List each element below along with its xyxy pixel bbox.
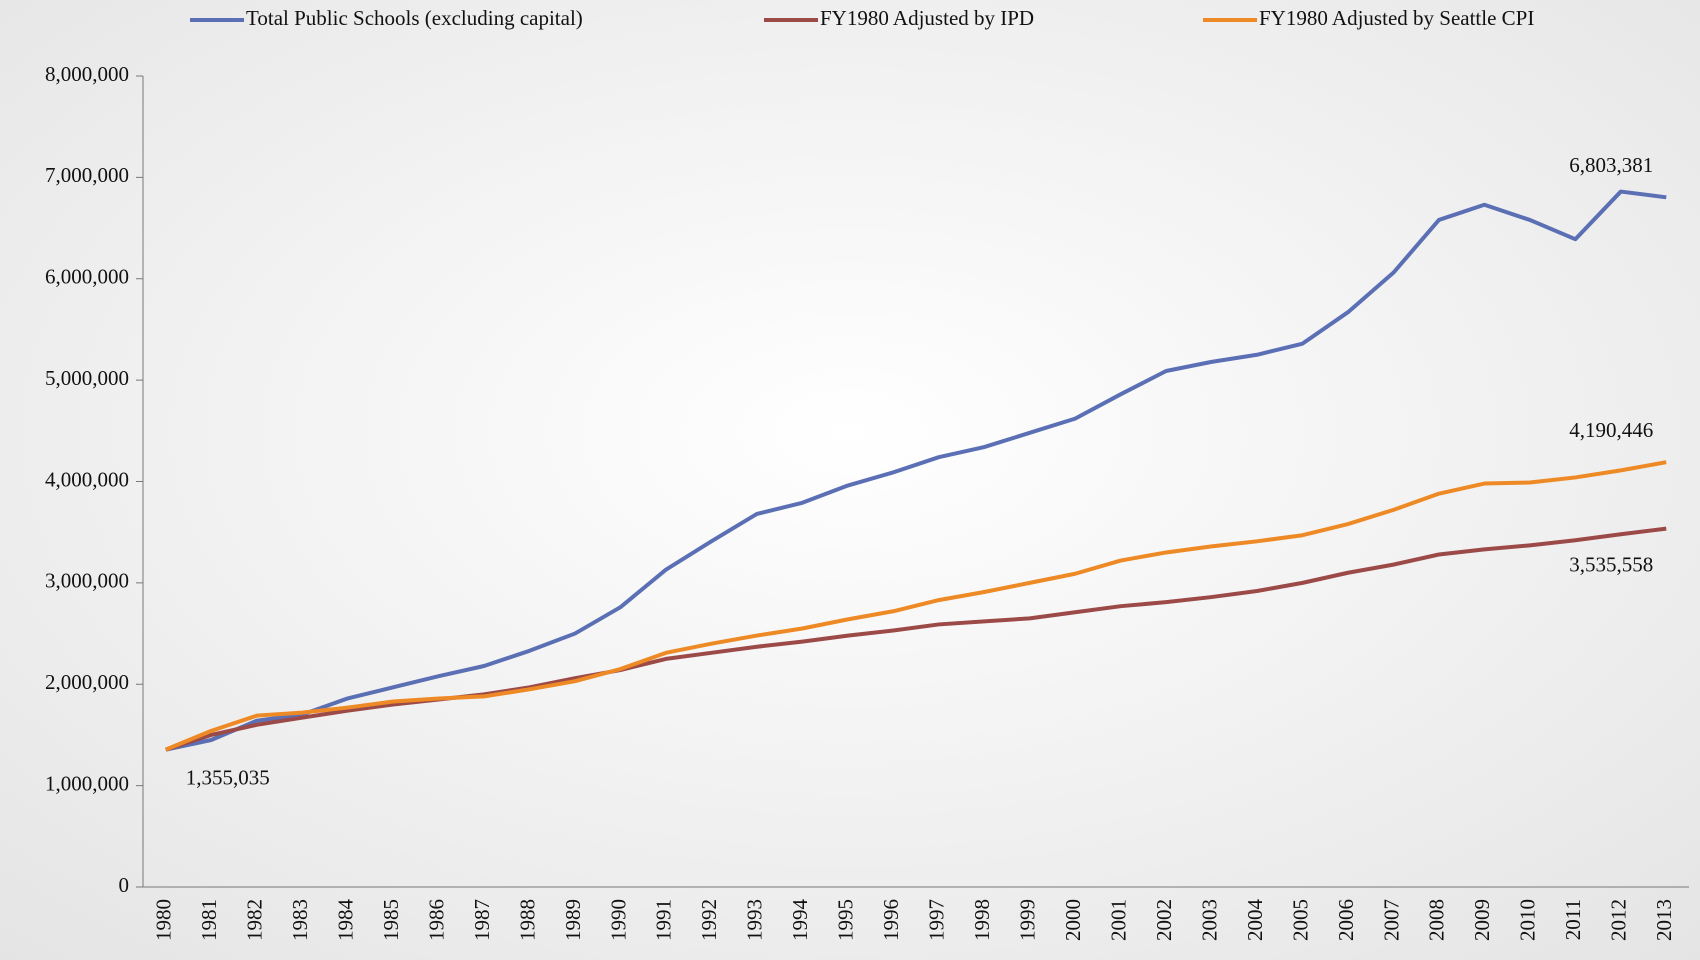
x-tick-label: 1989 [561,899,585,941]
x-tick-label: 1993 [743,899,767,941]
x-tick-label: 2009 [1470,899,1494,941]
x-tick-label: 1982 [242,899,266,941]
x-tick-label: 2011 [1561,899,1585,940]
x-tick-label: 2003 [1197,899,1221,941]
x-tick-label: 1984 [333,899,357,942]
x-tick-label: 2001 [1106,899,1130,941]
y-tick-label: 8,000,000 [45,62,129,86]
x-tick-label: 1988 [515,899,539,941]
x-tick-label: 1985 [379,899,403,941]
data-label: 6,803,381 [1569,153,1653,177]
y-tick-label: 1,000,000 [45,771,129,795]
y-tick-label: 7,000,000 [45,163,129,187]
x-tick-label: 1994 [788,899,812,942]
x-tick-label: 2005 [1288,899,1312,941]
legend-label: FY1980 Adjusted by Seattle CPI [1259,6,1534,30]
x-tick-label: 1980 [152,899,176,941]
x-tick-label: 2012 [1607,899,1631,941]
x-tick-label: 1983 [288,899,312,941]
x-tick-label: 2010 [1516,899,1540,941]
y-tick-label: 4,000,000 [45,467,129,491]
x-tick-label: 1987 [470,899,494,941]
data-label: 3,535,558 [1569,552,1653,576]
x-tick-label: 2002 [1152,899,1176,941]
x-tick-label: 1991 [652,899,676,941]
x-tick-label: 1990 [606,899,630,941]
x-tick-label: 1996 [879,899,903,941]
x-tick-label: 1999 [1015,899,1039,941]
x-tick-label: 2000 [1061,899,1085,941]
x-tick-label: 1997 [925,899,949,941]
y-tick-label: 0 [119,873,130,897]
legend-label: Total Public Schools (excluding capital) [246,6,583,30]
x-tick-label: 1998 [970,899,994,941]
series-line [165,526,1667,752]
x-tick-label: 1981 [197,899,221,941]
x-tick-label: 1992 [697,899,721,941]
x-tick-label: 2008 [1425,899,1449,941]
x-tick-label: 2006 [1334,899,1358,941]
y-tick-label: 5,000,000 [45,366,129,390]
x-tick-label: 2007 [1379,899,1403,941]
x-tick-label: 1995 [834,899,858,941]
y-tick-label: 3,000,000 [45,569,129,593]
x-tick-label: 2004 [1243,899,1267,942]
series-line [165,189,1667,752]
data-label: 1,355,035 [186,765,270,789]
y-tick-label: 2,000,000 [45,670,129,694]
y-tick-label: 6,000,000 [45,265,129,289]
legend-label: FY1980 Adjusted by IPD [820,6,1034,30]
x-tick-label: 2013 [1652,899,1676,941]
x-tick-label: 1986 [424,899,448,941]
series-line [164,460,1667,752]
data-label: 4,190,446 [1569,418,1653,442]
